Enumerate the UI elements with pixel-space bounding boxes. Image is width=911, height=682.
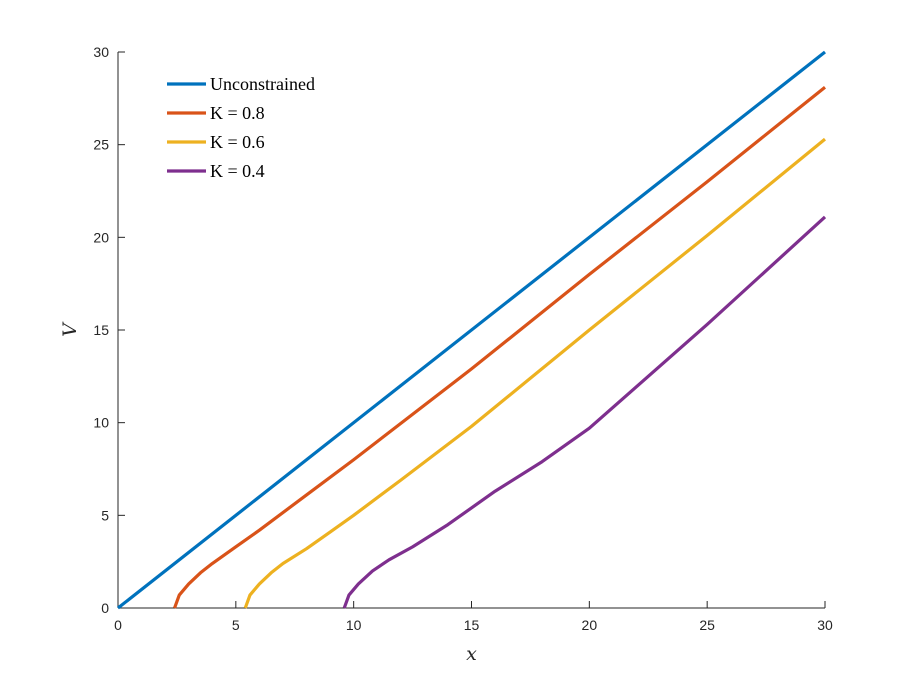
x-axis-label: x — [466, 643, 477, 665]
y-tick-label: 20 — [93, 229, 109, 245]
y-tick-label: 25 — [93, 137, 109, 153]
x-tick-label: 25 — [699, 617, 715, 633]
series-line-2 — [173, 85, 827, 609]
y-axis-label: V — [59, 321, 81, 337]
y-axis-ticks: 0 5 10 15 20 25 30 — [93, 44, 125, 616]
legend-label-2: K = 0.8 — [210, 103, 265, 123]
x-tick-label: 0 — [114, 617, 122, 633]
x-tick-label: 5 — [232, 617, 240, 633]
x-tick-label: 15 — [464, 617, 480, 633]
x-tick-label: 20 — [582, 617, 598, 633]
y-tick-label: 30 — [93, 44, 109, 60]
y-tick-label: 15 — [93, 322, 109, 338]
y-tick-label: 0 — [101, 600, 109, 616]
legend-label-3: K = 0.6 — [210, 132, 265, 152]
y-tick-label: 5 — [101, 507, 109, 523]
legend-label-1: Unconstrained — [210, 74, 315, 94]
legend: Unconstrained K = 0.8 K = 0.6 K = 0.4 — [167, 74, 315, 181]
x-tick-label: 10 — [346, 617, 362, 633]
series-line-4 — [342, 215, 827, 609]
legend-label-4: K = 0.4 — [210, 161, 265, 181]
series-line-3 — [243, 137, 827, 609]
x-axis-ticks: 0 5 10 15 20 25 30 — [114, 601, 833, 633]
x-tick-label: 30 — [817, 617, 833, 633]
series-layer — [117, 50, 827, 610]
y-tick-label: 10 — [93, 415, 109, 431]
series-line-1 — [117, 50, 826, 610]
